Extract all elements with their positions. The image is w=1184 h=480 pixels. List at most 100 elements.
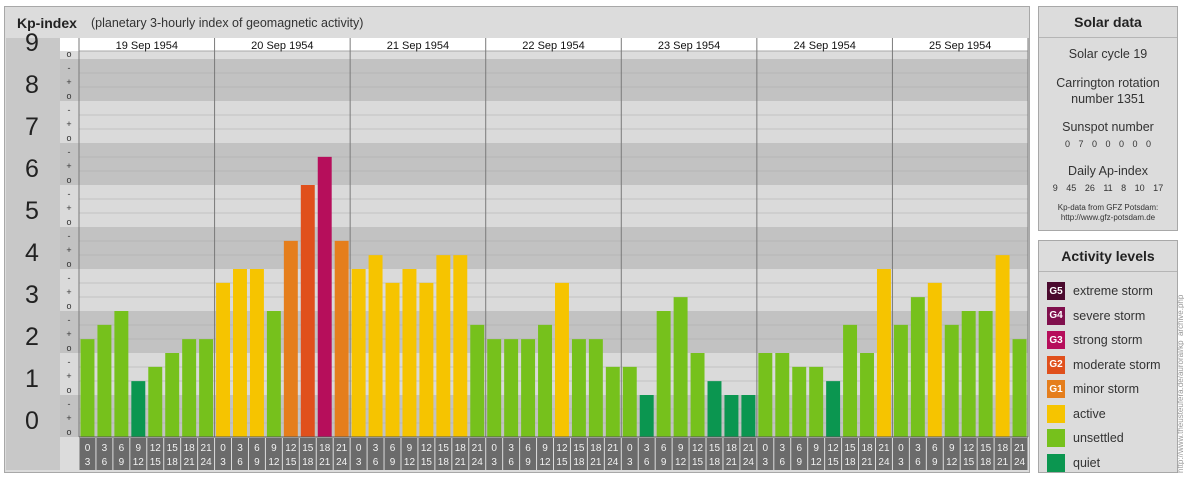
kp-bar — [504, 339, 519, 437]
legend-label: active — [1073, 406, 1106, 421]
interval-start-label: 9 — [542, 443, 548, 454]
interval-start-label: 15 — [845, 443, 857, 454]
kp-bar — [944, 324, 959, 437]
legend-swatch: G4 — [1047, 306, 1065, 325]
kp-bar — [266, 311, 281, 437]
kp-bar — [775, 353, 790, 437]
y-minor-tick-label: - — [68, 315, 71, 325]
sunspot-values: 0 7 0 0 0 0 0 — [1064, 139, 1152, 149]
kp-bar — [792, 366, 807, 437]
legend-item-quiet: quiet — [1047, 451, 1161, 476]
interval-end-label: 9 — [390, 457, 396, 468]
interval-label-cell — [621, 438, 638, 470]
y-major-tick-label: 4 — [25, 239, 39, 267]
ap-index-heading: Daily Ap-index — [1068, 164, 1148, 178]
kp-bar — [588, 339, 603, 437]
interval-start-label: 3 — [237, 443, 243, 454]
interval-end-label: 18 — [302, 457, 314, 468]
y-minor-tick-label: + — [66, 161, 71, 171]
interval-start-label: 0 — [491, 443, 497, 454]
interval-end-label: 12 — [539, 457, 551, 468]
interval-start-label: 21 — [472, 443, 484, 454]
interval-end-label: 3 — [898, 457, 904, 468]
interval-label-cell — [299, 438, 316, 470]
interval-end-label: 3 — [763, 457, 769, 468]
y-minor-tick-label: - — [68, 273, 71, 283]
interval-start-label: 0 — [85, 443, 91, 454]
interval-start-label: 9 — [678, 443, 684, 454]
interval-label-cell — [198, 438, 215, 470]
legend-label: quiet — [1073, 455, 1101, 470]
interval-start-label: 21 — [336, 443, 348, 454]
interval-start-label: 0 — [220, 443, 226, 454]
interval-label-cell — [130, 438, 147, 470]
y-minor-tick-label: - — [68, 189, 71, 199]
interval-start-label: 12 — [556, 443, 568, 454]
interval-start-label: 6 — [525, 443, 531, 454]
kp-bar — [673, 297, 688, 437]
interval-start-label: 9 — [949, 443, 955, 454]
interval-end-label: 3 — [491, 457, 497, 468]
legend-item-g3: G3 strong storm — [1047, 328, 1161, 353]
interval-start-label: 0 — [627, 443, 633, 454]
kp-bar — [605, 366, 620, 437]
kp-bar — [995, 255, 1010, 437]
interval-label-cell — [740, 438, 757, 470]
interval-end-label: 12 — [268, 457, 280, 468]
interval-start-label: 12 — [963, 443, 975, 454]
chart-title: Kp-index — [17, 15, 77, 31]
interval-end-label: 24 — [878, 457, 890, 468]
y-minor-tick-label: o — [66, 91, 71, 101]
interval-label-cell — [79, 438, 96, 470]
y-major-tick-label: 6 — [25, 155, 39, 183]
interval-label-cell — [672, 438, 689, 470]
activity-legend: G5 extreme storm G4 severe storm G3 strong … — [1047, 279, 1161, 475]
interval-start-label: 9 — [813, 443, 819, 454]
gfz-link[interactable]: http://www.gfz-potsdam.de — [1060, 213, 1156, 222]
interval-label-cell — [469, 438, 486, 470]
interval-end-label: 21 — [590, 457, 602, 468]
interval-label-cell — [909, 438, 926, 470]
interval-label-cell — [604, 438, 621, 470]
interval-label-cell — [689, 438, 706, 470]
legend-swatch — [1047, 429, 1065, 448]
kp-bar — [402, 269, 417, 437]
interval-label-cell — [960, 438, 977, 470]
kp-bar — [300, 185, 315, 437]
y-minor-tick-label: - — [68, 63, 71, 73]
kp-bar — [555, 282, 569, 437]
y-minor-tick-label: o — [66, 49, 71, 59]
interval-end-label: 12 — [811, 457, 823, 468]
interval-end-label: 15 — [963, 457, 975, 468]
solar-data-panel: Solar data Solar cycle 19 Carrington rot… — [1038, 6, 1178, 231]
date-label: 22 Sep 1954 — [522, 40, 584, 52]
activity-levels-heading: Activity levels — [1039, 241, 1177, 272]
y-band — [60, 185, 1028, 227]
interval-label-cell — [333, 438, 350, 470]
kp-bar — [131, 381, 146, 437]
interval-label-cell — [350, 438, 367, 470]
interval-start-label: 0 — [763, 443, 769, 454]
interval-start-label: 21 — [201, 443, 213, 454]
interval-end-label: 6 — [237, 457, 243, 468]
y-minor-tick-label: + — [66, 77, 71, 87]
interval-end-label: 12 — [133, 457, 145, 468]
interval-end-label: 12 — [675, 457, 687, 468]
interval-start-label: 6 — [390, 443, 396, 454]
interval-end-label: 24 — [743, 457, 755, 468]
kp-bar — [893, 324, 908, 437]
legend-label: minor storm — [1073, 382, 1139, 397]
interval-label-cell — [943, 438, 960, 470]
interval-end-label: 15 — [150, 457, 162, 468]
legend-swatch: G2 — [1047, 355, 1065, 374]
kp-bar — [385, 282, 400, 437]
interval-label-cell — [638, 438, 655, 470]
y-major-tick-label: 1 — [25, 365, 39, 393]
y-minor-tick-label: + — [66, 413, 71, 423]
chart-title-bar: Kp-index (planetary 3-hourly index of ge… — [5, 7, 1029, 37]
interval-start-label: 18 — [184, 443, 196, 454]
interval-start-label: 15 — [709, 443, 721, 454]
interval-label-cell — [520, 438, 537, 470]
interval-end-label: 18 — [709, 457, 721, 468]
interval-start-label: 18 — [319, 443, 331, 454]
